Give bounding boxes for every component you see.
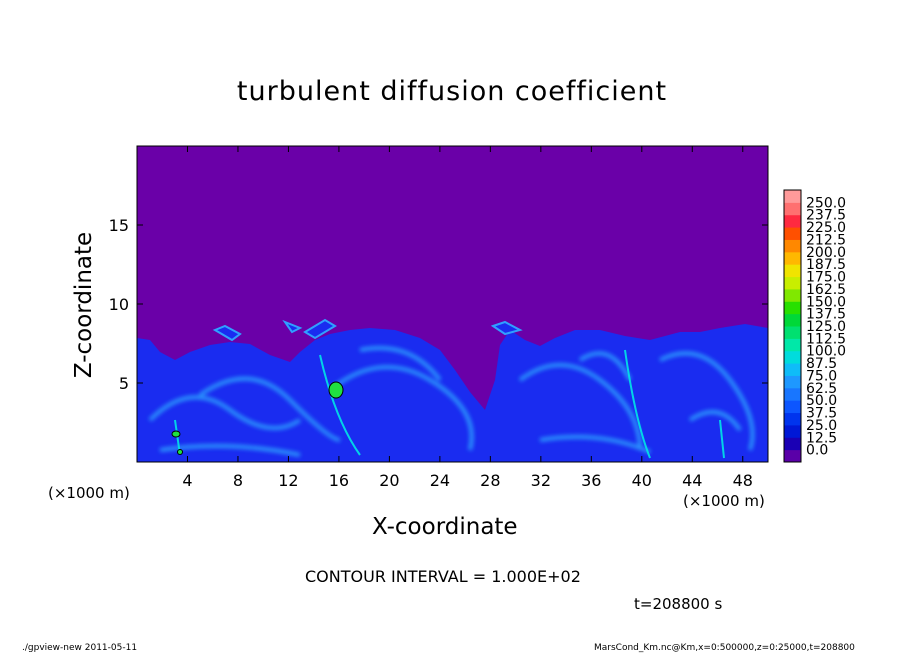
colorbar-label: 50.0 xyxy=(806,393,837,409)
colorbar-swatch xyxy=(784,202,801,216)
colorbar-label: 0.0 xyxy=(806,443,828,459)
colorbar-label: 37.5 xyxy=(806,406,837,422)
colorbar-label: 187.5 xyxy=(806,257,846,273)
footer-right: MarsCond_Km.nc@Km,x=0:500000,z=0:25000,t… xyxy=(594,643,855,653)
colorbar-swatch xyxy=(784,400,801,414)
colorbar-swatch xyxy=(784,227,801,240)
colorbar-label: 12.5 xyxy=(806,430,837,446)
x-tick-label: 4 xyxy=(182,471,192,490)
colorbar-swatch xyxy=(784,251,801,265)
colorbar-swatch xyxy=(784,326,801,339)
contour-blob-small-1 xyxy=(171,430,181,438)
x-unit-label-left: (×1000 m) xyxy=(48,484,130,502)
colorbar-frame xyxy=(783,189,802,463)
y-axis-ticks: 5 10 15 xyxy=(109,216,768,393)
x-axis-ticks: 4 8 12 16 20 24 28 32 36 40 44 48 xyxy=(182,146,753,490)
colorbar-label: 75.0 xyxy=(806,368,837,384)
colorbar-swatch xyxy=(784,239,801,253)
colorbar-swatch xyxy=(784,424,801,438)
colorbar-label: 175.0 xyxy=(806,270,846,286)
colorbar-label: 225.0 xyxy=(806,220,846,236)
colorbar-label: 112.5 xyxy=(806,331,846,347)
turbulent-region xyxy=(137,318,768,462)
colorbar-label: 250.0 xyxy=(806,195,846,211)
colorbar-label: 62.5 xyxy=(806,381,837,397)
colorbar-label: 200.0 xyxy=(806,245,846,261)
colorbar-swatch xyxy=(784,190,801,203)
x-tick-label: 44 xyxy=(682,471,702,490)
colorbar-label: 100.0 xyxy=(806,344,846,360)
colorbar-label: 237.5 xyxy=(806,208,846,224)
colorbar-label: 212.5 xyxy=(806,232,846,248)
x-tick-label: 20 xyxy=(379,471,399,490)
x-tick-label: 16 xyxy=(329,471,349,490)
colorbar-swatch xyxy=(784,338,801,352)
colorbar-swatch xyxy=(784,288,801,302)
colorbar-label: 150.0 xyxy=(806,294,846,310)
colorbar-label: 137.5 xyxy=(806,307,846,323)
colorbar: 0.012.525.037.550.062.575.087.5100.0112.… xyxy=(783,189,846,463)
colorbar-swatch xyxy=(784,437,801,451)
x-tick-label: 8 xyxy=(233,471,243,490)
colorbar-label: 25.0 xyxy=(806,418,837,434)
colorbar-swatch xyxy=(784,449,801,463)
contour-blob-small-2 xyxy=(177,449,183,455)
y-axis-label: Z-coordinate xyxy=(71,231,97,379)
x-tick-label: 32 xyxy=(531,471,551,490)
contour-blob-100 xyxy=(328,381,344,399)
x-tick-label: 40 xyxy=(632,471,652,490)
contour-interval-label: CONTOUR INTERVAL = 1.000E+02 xyxy=(305,567,581,586)
colorbar-swatch xyxy=(784,313,801,327)
colorbar-swatch xyxy=(784,276,801,290)
x-tick-label: 48 xyxy=(733,471,753,490)
x-axis-label: X-coordinate xyxy=(372,514,518,540)
colorbar-swatch xyxy=(784,301,801,315)
chart-title: turbulent diffusion coefficient xyxy=(236,76,668,107)
colorbar-label: 125.0 xyxy=(806,319,846,335)
x-tick-label: 24 xyxy=(430,471,450,490)
x-tick-label: 12 xyxy=(278,471,298,490)
colorbar-label: 162.5 xyxy=(806,282,846,298)
colorbar-swatch xyxy=(784,363,801,376)
y-tick-label: 10 xyxy=(109,295,129,314)
x-tick-label: 36 xyxy=(581,471,601,490)
time-label: t=208800 s xyxy=(634,595,723,613)
colorbar-swatch xyxy=(784,412,801,426)
x-unit-label-right: (×1000 m) xyxy=(683,492,765,510)
colorbar-label: 87.5 xyxy=(806,356,837,372)
colorbar-swatch xyxy=(784,375,801,389)
colorbar-swatch xyxy=(784,387,801,401)
y-tick-label: 15 xyxy=(109,216,129,235)
footer-left: ./gpview-new 2011-05-11 xyxy=(22,643,138,653)
colorbar-swatch xyxy=(784,350,801,364)
x-tick-label: 28 xyxy=(480,471,500,490)
colorbar-swatch xyxy=(784,264,801,278)
y-tick-label: 5 xyxy=(119,374,129,393)
colorbar-swatch xyxy=(784,214,801,228)
